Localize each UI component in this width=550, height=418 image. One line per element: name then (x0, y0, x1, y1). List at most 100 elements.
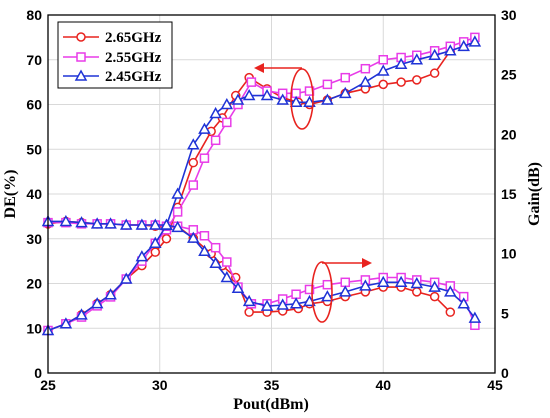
series-0-de-point-8 (161, 234, 172, 244)
series-0-de-point-10 (188, 157, 199, 168)
series-layer (41, 32, 482, 336)
series-2-de-point-15 (242, 89, 256, 101)
series-2-gain-point-11 (198, 244, 211, 257)
legend-entry-2: 2.45GHz (63, 69, 162, 85)
series-2-de-point-16 (260, 89, 274, 101)
y-right-tick-label-30: 30 (501, 7, 517, 23)
series-2-gain-point-9 (171, 220, 184, 233)
series-2-gain-point-16 (260, 299, 274, 311)
series-2-de-point-22 (359, 75, 372, 87)
legend: 2.65GHz 2.55GHz 2.45GHz (57, 21, 173, 89)
series-2-de-point-9 (171, 187, 184, 199)
series-1-gain-point-19 (304, 284, 315, 295)
legend-marker-1 (76, 52, 86, 62)
series-0-gain-point-14 (244, 307, 254, 317)
de-arrow-head (254, 63, 264, 73)
y-right-tick-label-5: 5 (501, 305, 509, 321)
x-tick-label-35: 35 (264, 377, 280, 393)
y-right-axis-title: Gain(dB) (526, 162, 543, 226)
y-left-axis-title: DE(%) (2, 170, 19, 219)
series-2-gain-point-1 (59, 214, 73, 227)
series-2-gain-point-26 (428, 280, 441, 292)
legend-label-2: 2.45GHz (105, 69, 162, 85)
series-2-gain-point-27 (444, 285, 457, 297)
series-2-de-point-17 (276, 93, 289, 105)
y-left-tick-label-60: 60 (26, 97, 42, 113)
series-0-de-point-23 (396, 77, 406, 87)
x-tick-label-25: 25 (40, 377, 56, 393)
y-right-tick-label-0: 0 (501, 365, 509, 381)
series-2-de-point-28 (457, 39, 470, 52)
legend-entry-1: 2.55GHz (63, 50, 162, 66)
x-tick-label-45: 45 (487, 377, 503, 393)
series-2-gain-point-2 (75, 216, 88, 228)
legend-marker-0 (76, 32, 86, 42)
series-2-de-point-25 (410, 53, 424, 65)
series-2-de-point-20 (321, 93, 334, 105)
series-2-de-point-27 (444, 44, 457, 56)
series-2-de-point-10 (187, 138, 200, 150)
series-0-de-point-7 (150, 247, 161, 257)
gain-group-ellipse (311, 261, 333, 323)
series-2-gain-point-6 (135, 218, 149, 230)
series-1-de-point-19 (304, 86, 315, 96)
annotations (254, 63, 372, 323)
series-2-gain-point-7 (149, 218, 162, 230)
legend-marker-2 (74, 69, 88, 81)
y-left-tick-label-40: 40 (26, 186, 42, 202)
legend-entry-0: 2.65GHz (63, 30, 162, 46)
series-2-gain-point-21 (338, 285, 352, 297)
series-0-de-point-24 (412, 75, 422, 85)
y-left-tick-label-70: 70 (26, 52, 42, 68)
series-2-gain-point-3 (90, 217, 104, 229)
series-2-de-point-2 (75, 308, 88, 320)
legend-label-1: 2.55GHz (105, 50, 162, 66)
y-right-tick-label-10: 10 (501, 246, 517, 262)
series-0-gain-point-24 (412, 287, 422, 297)
series-2-gain-point-28 (457, 297, 470, 309)
series-1-gain-point-20 (322, 279, 333, 290)
series-2-de-point-21 (338, 86, 352, 99)
series-1-de-point-21 (340, 72, 351, 83)
x-axis-title: Pout(dBm) (233, 396, 309, 413)
series-2-de-point-12 (209, 106, 222, 119)
series-2-gain-point-17 (276, 298, 289, 310)
series-1-de-point-9 (172, 207, 183, 217)
series-2-de-point-5 (119, 272, 133, 284)
y-right-tick-label-15: 15 (501, 186, 517, 202)
series-2-gain-point-12 (209, 256, 222, 268)
series-2-de-point-19 (303, 95, 316, 108)
series-0-de-point-25 (429, 68, 440, 78)
series-1-de-point-11 (199, 153, 210, 163)
x-tick-label-30: 30 (152, 377, 168, 393)
series-1-de-point-13 (222, 117, 232, 128)
series-2-de-point-1 (59, 317, 73, 329)
series-2-gain-point-22 (359, 279, 372, 291)
series-2-gain-point-18 (289, 297, 303, 309)
series-1-gain-point-13 (222, 257, 232, 267)
series-1-gain-point-21 (340, 277, 351, 288)
series-1-de-point-23 (378, 55, 388, 65)
series-2-gain-point-13 (220, 270, 234, 283)
series-1-de-point-22 (360, 63, 371, 74)
series-2-gain-point-24 (394, 275, 408, 288)
series-2-gain-point-10 (187, 231, 200, 243)
series-0-gain-point-26 (445, 307, 456, 317)
series-2-gain-point-23 (376, 275, 390, 288)
series-2-de-point-24 (394, 57, 408, 69)
y-left-tick-label-10: 10 (26, 320, 42, 336)
series-2-gain-point-15 (242, 294, 256, 307)
series-2-gain-point-14 (231, 281, 245, 294)
series-0-gain-point-25 (429, 291, 440, 302)
series-2-gain-point-4 (104, 217, 117, 229)
series-1-gain-point-11 (199, 231, 210, 241)
gain-arrow-head (362, 258, 372, 268)
series-2-de-point-7 (149, 236, 162, 248)
series-1-gain-point-12 (210, 242, 221, 253)
series-2-de-point-3 (90, 297, 104, 309)
series-2 (41, 35, 482, 336)
series-2-de-point-29 (468, 35, 482, 47)
y-left-tick-label-30: 30 (26, 231, 42, 247)
